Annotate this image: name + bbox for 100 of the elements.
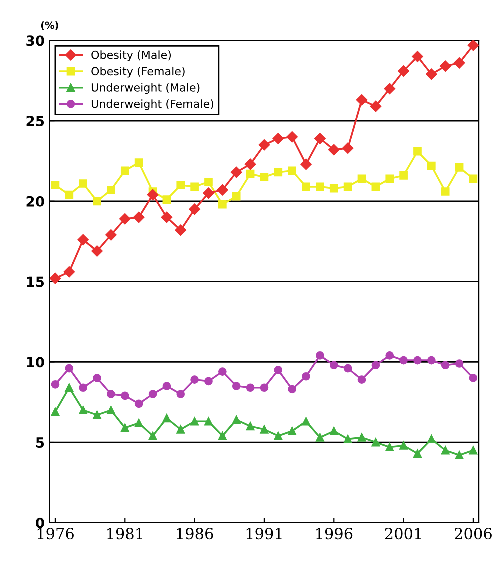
point xyxy=(260,173,269,182)
point xyxy=(120,166,130,176)
point xyxy=(372,361,380,370)
point xyxy=(244,158,256,170)
point xyxy=(386,352,394,360)
point xyxy=(454,58,466,69)
point xyxy=(441,361,450,370)
point xyxy=(300,158,312,170)
point xyxy=(316,434,324,442)
point xyxy=(428,162,436,170)
point xyxy=(286,132,298,143)
point xyxy=(440,60,452,72)
point xyxy=(358,174,366,184)
point xyxy=(468,40,480,52)
point xyxy=(218,432,227,440)
point xyxy=(414,450,422,458)
point xyxy=(65,190,74,200)
point xyxy=(204,417,213,426)
point xyxy=(51,408,60,416)
point xyxy=(147,189,159,201)
point xyxy=(65,364,74,373)
point xyxy=(330,427,338,436)
x-tick-label: 2001 xyxy=(385,528,422,540)
x-tick-label: 1976 xyxy=(38,528,74,540)
point xyxy=(176,426,186,434)
point xyxy=(260,384,269,392)
point xyxy=(455,163,464,172)
point xyxy=(107,390,116,398)
point xyxy=(358,376,366,384)
point xyxy=(428,435,436,444)
point xyxy=(246,422,255,431)
point xyxy=(175,224,186,236)
point xyxy=(78,234,89,246)
point xyxy=(344,435,352,444)
point xyxy=(50,272,62,284)
point xyxy=(372,438,380,447)
point xyxy=(455,451,464,460)
legend-label: Obesity (Male) xyxy=(92,50,172,62)
point xyxy=(148,390,158,398)
x-tick-label: 2006 xyxy=(455,528,492,540)
x-tick-label: 1996 xyxy=(316,528,353,540)
point xyxy=(148,432,158,440)
point xyxy=(204,377,213,386)
point xyxy=(330,184,338,193)
y-tick-label: 5 xyxy=(36,438,44,448)
point xyxy=(93,411,102,420)
point xyxy=(232,416,241,424)
y-tick-label: 20 xyxy=(26,196,44,207)
point xyxy=(258,140,270,151)
point xyxy=(120,424,130,432)
legend-label: Underweight (Male) xyxy=(92,83,200,94)
point xyxy=(455,360,464,368)
x-tick-label: 1986 xyxy=(177,528,214,540)
point xyxy=(190,376,199,384)
point xyxy=(217,184,228,196)
legend-label: Obesity (Female) xyxy=(92,66,185,78)
point xyxy=(426,68,438,80)
y-tick-label: 15 xyxy=(27,276,44,288)
point xyxy=(65,384,74,392)
point xyxy=(120,213,131,225)
point xyxy=(79,180,88,188)
x-tick-label: 1991 xyxy=(246,528,282,540)
point xyxy=(274,432,283,440)
y-tick-label: 10 xyxy=(27,357,44,368)
point xyxy=(316,182,324,192)
point xyxy=(93,374,102,382)
point xyxy=(314,133,326,144)
point xyxy=(414,356,422,365)
legend-label: Underweight (Female) xyxy=(92,100,214,110)
point xyxy=(398,66,410,77)
point xyxy=(441,188,450,196)
point xyxy=(162,196,172,204)
point xyxy=(190,417,199,426)
point xyxy=(176,181,186,190)
point xyxy=(190,182,199,192)
point xyxy=(51,181,60,190)
point xyxy=(302,372,310,381)
point xyxy=(176,390,186,398)
point xyxy=(232,192,241,201)
point xyxy=(204,178,213,186)
point xyxy=(133,212,145,224)
point xyxy=(120,392,130,400)
point xyxy=(134,419,144,428)
point xyxy=(134,400,144,408)
y-axis-title: (%) xyxy=(41,22,58,30)
point xyxy=(218,200,227,209)
point xyxy=(79,406,88,415)
y-tick-label: 30 xyxy=(26,36,44,46)
point xyxy=(274,366,283,374)
point xyxy=(246,384,255,392)
point xyxy=(106,230,117,241)
point xyxy=(218,368,227,376)
point xyxy=(161,212,173,224)
point xyxy=(400,172,408,180)
point xyxy=(107,186,116,194)
point xyxy=(260,426,269,434)
point xyxy=(288,385,297,394)
point xyxy=(328,144,340,156)
point xyxy=(134,158,144,167)
point xyxy=(428,356,436,365)
